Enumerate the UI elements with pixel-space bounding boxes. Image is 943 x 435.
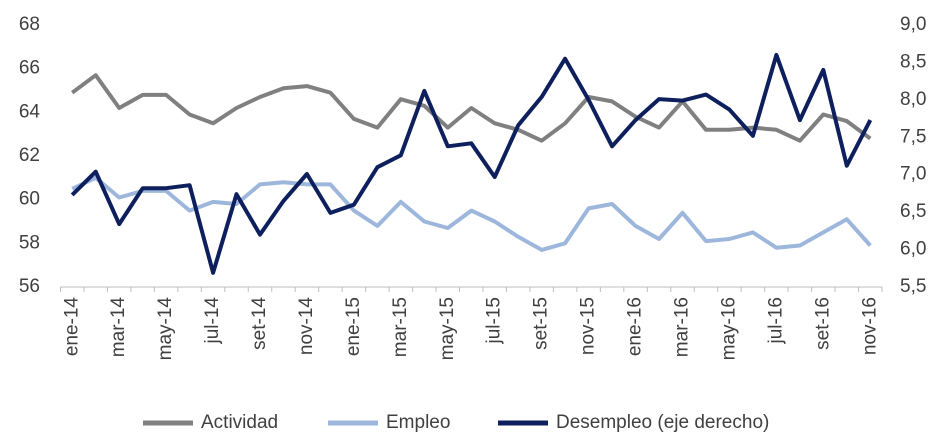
- x-tick-label: mar-16: [672, 297, 693, 357]
- x-tick-label: nov-15: [578, 297, 599, 355]
- x-tick-label: jul-15: [484, 297, 505, 344]
- x-tick-label: mar-15: [390, 297, 411, 357]
- y2-tick-label: 8,0: [900, 89, 926, 110]
- legend-label: Actividad: [201, 412, 278, 433]
- x-tick-label: ene-16: [625, 297, 646, 356]
- y2-tick-label: 9,0: [900, 14, 926, 35]
- legend-label: Empleo: [386, 412, 450, 433]
- x-tick-label: may-16: [718, 297, 739, 360]
- x-tick-label: ene-14: [61, 297, 82, 357]
- y-tick-label: 68: [19, 14, 40, 35]
- y-tick-label: 60: [19, 189, 40, 210]
- y-tick-label: 62: [19, 145, 40, 166]
- x-tick-label: nov-16: [859, 297, 880, 355]
- y2-tick-label: 6,0: [900, 239, 926, 260]
- y2-tick-label: 5,5: [900, 276, 926, 297]
- y2-tick-label: 8,5: [900, 51, 926, 72]
- legend-label: Desempleo (eje derecho): [556, 412, 769, 433]
- x-tick-label: set-16: [812, 297, 833, 350]
- x-tick-label: set-14: [249, 297, 270, 350]
- series-line: [71, 175, 872, 252]
- x-tick-label: ene-15: [343, 297, 364, 356]
- x-tick-label: jul-16: [765, 297, 786, 344]
- x-tick-label: may-15: [437, 297, 458, 360]
- y-tick-label: 66: [19, 58, 40, 79]
- y2-tick-label: 7,0: [900, 164, 926, 185]
- x-tick-label: may-14: [155, 297, 176, 361]
- x-tick-label: jul-14: [202, 297, 223, 345]
- series-line: [71, 73, 872, 143]
- y-tick-label: 64: [19, 101, 41, 122]
- series-line: [70, 52, 873, 275]
- x-tick-label: nov-14: [296, 297, 317, 356]
- x-tick-label: mar-14: [108, 297, 129, 358]
- x-tick-label: set-15: [531, 297, 552, 350]
- y-tick-label: 56: [19, 276, 40, 297]
- y-tick-label: 58: [19, 232, 40, 253]
- y2-tick-label: 7,5: [900, 126, 926, 147]
- y2-tick-label: 6,5: [900, 201, 926, 222]
